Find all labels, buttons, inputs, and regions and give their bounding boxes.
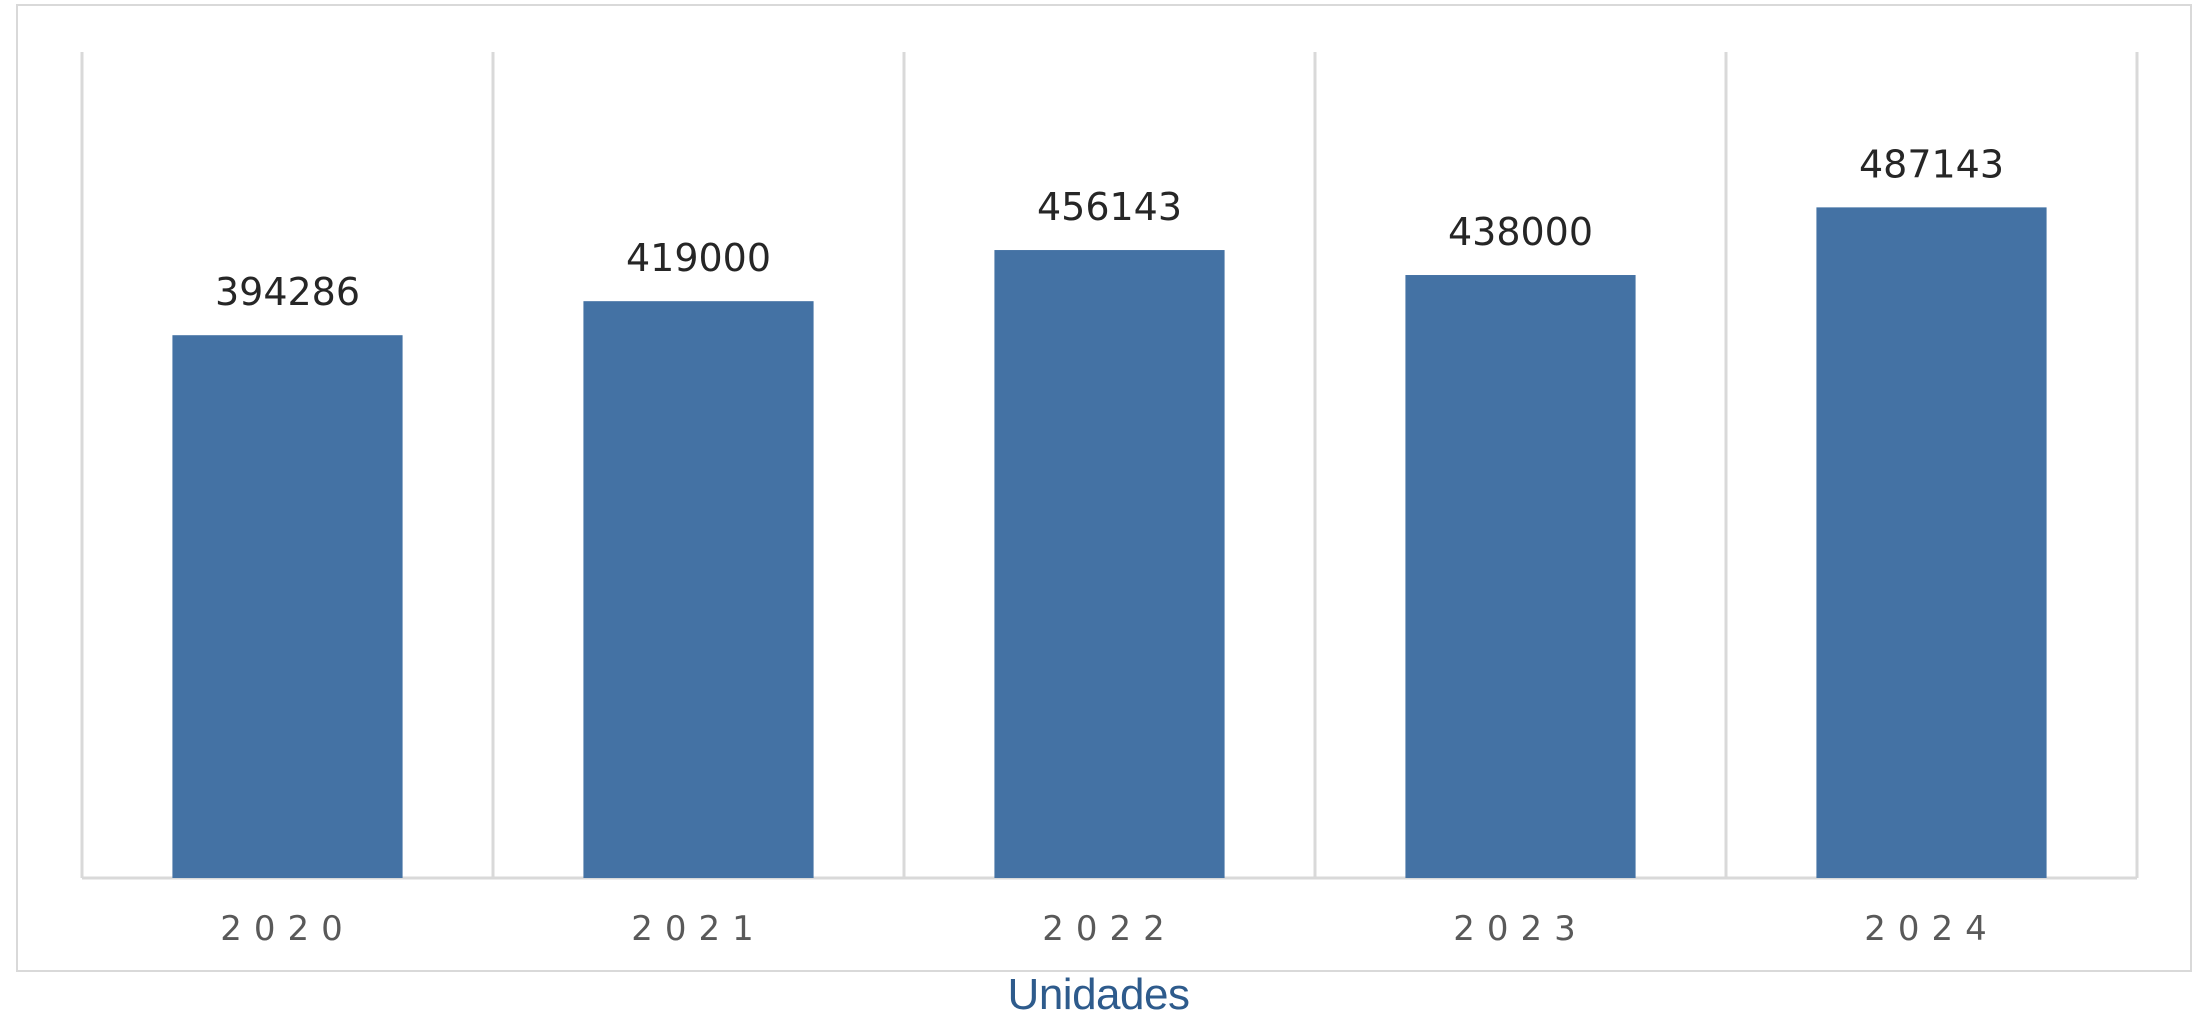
bar-2024	[1816, 207, 2047, 879]
x-tick-label-2022: 2022	[1042, 909, 1177, 949]
data-label-2023: 438000	[1448, 210, 1593, 254]
bar-2023	[1405, 275, 1636, 878]
chart-caption: Unidades	[1007, 970, 1190, 1019]
data-labels: 394286 419000 456143 438000 487143	[215, 142, 2004, 314]
x-tick-label-2021: 2021	[631, 909, 766, 949]
x-tick-label-2020: 2020	[220, 909, 355, 949]
data-label-2022: 456143	[1037, 185, 1182, 229]
data-label-2020: 394286	[215, 270, 360, 314]
x-tick-labels: 2020 2021 2022 2023 2024	[220, 909, 1999, 949]
data-label-2024: 487143	[1859, 142, 2004, 186]
x-tick-label-2024: 2024	[1864, 909, 1999, 949]
data-label-2021: 419000	[626, 236, 771, 280]
bar-2021	[583, 301, 814, 879]
bars	[172, 207, 2047, 879]
x-tick-label-2023: 2023	[1453, 909, 1588, 949]
bar-2020	[172, 335, 403, 879]
bar-2022	[994, 250, 1225, 878]
